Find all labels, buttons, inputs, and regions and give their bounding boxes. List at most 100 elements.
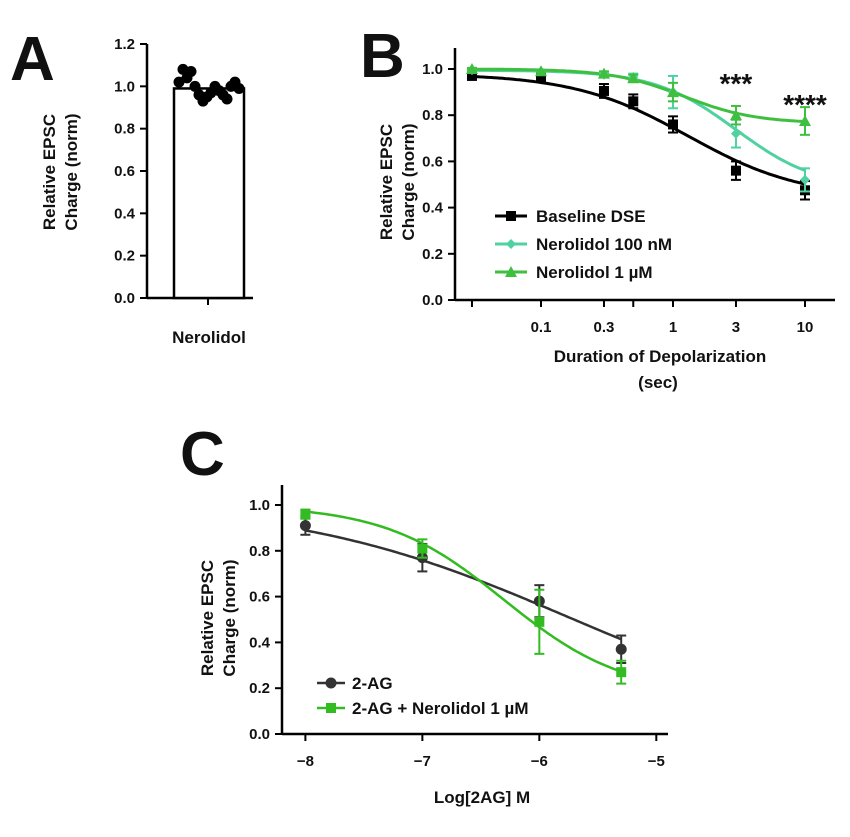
panel-b-data-point <box>730 165 741 176</box>
panel-b-significance: ******* <box>720 68 827 120</box>
panel-b-y-tick-label: 0.2 <box>422 246 443 263</box>
panel-c-y-tick-label: 0.4 <box>249 634 271 651</box>
panel-b-letter: B <box>360 22 405 91</box>
panel-c-y-tick-label: 0.2 <box>249 680 270 697</box>
panel-a-data-point <box>221 93 233 105</box>
panel-b-xlabel-line1: Duration of Depolarization <box>554 347 767 366</box>
panel-b-x-tick-label: 1 <box>669 319 677 336</box>
panel-c-y-tick-label: 1.0 <box>249 497 270 514</box>
panel-a-y-tick-label: 0.0 <box>114 290 135 307</box>
panel-c-xlabel: Log[2AG] M <box>434 788 530 807</box>
panel-c-y-tick-label: 0.0 <box>249 726 270 743</box>
panel-b-curves <box>471 67 806 186</box>
panel-a-y-tick-label: 0.8 <box>114 121 135 138</box>
panel-b-data-point <box>668 119 678 130</box>
panel-c-legend: 2-AG 2-AG + Nerolidol 1 µM <box>317 674 529 718</box>
panel-c-x-tick-label: −5 <box>648 753 665 770</box>
panel-b-data-point <box>465 63 478 74</box>
panel-b-legend-label: Nerolidol 1 µM <box>536 263 653 282</box>
panel-b-x-tick-label: 3 <box>732 319 740 336</box>
panel-c-x-tick-label: −7 <box>414 753 431 770</box>
panel-a-bar <box>172 87 246 300</box>
panel-a-y-tick-label: 0.6 <box>114 163 135 180</box>
panel-b-data-point <box>730 128 741 139</box>
panel-a-y-tick-label: 0.2 <box>114 248 135 265</box>
panel-b-fit-curve-1 <box>471 68 806 172</box>
panel-c-ylabel-line2: Charge (norm) <box>220 559 239 676</box>
panel-c-letter: C <box>180 420 225 489</box>
panel-c-fit-curve-1 <box>305 510 622 673</box>
panel-b-data-point <box>598 85 609 96</box>
panel-a-letter: A <box>10 25 55 94</box>
panel-b-data-point <box>799 114 811 126</box>
panel-b-data-point <box>628 96 639 107</box>
panel-b-data-point <box>535 65 547 77</box>
panel-c-legend-label: 2-AG + Nerolidol 1 µM <box>352 699 529 718</box>
panel-a-data-point <box>185 66 197 78</box>
panel-c-data-point <box>300 509 311 520</box>
panel-c-legend-marker <box>326 703 336 713</box>
panel-a-y-tick-label: 0.4 <box>114 205 136 222</box>
panel-c-data-point <box>417 543 428 554</box>
panel-a-y-tick-label: 1.2 <box>114 36 135 53</box>
panel-a-data-point <box>189 80 201 92</box>
panel-b-data-point <box>627 72 640 84</box>
panel-b-y-tick-label: 0.4 <box>422 200 444 217</box>
panel-c-data-point <box>616 667 627 678</box>
panel-b-legend-marker <box>506 239 516 249</box>
panel-a-bars <box>172 87 246 300</box>
panel-c-fit-curve-0 <box>305 529 622 641</box>
panel-a-ylabel-line1: Relative EPSC <box>40 114 59 230</box>
panel-c-legend-label: 2-AG <box>352 674 393 693</box>
panel-a-y-ticks: 0.0 0.2 0.4 0.6 0.8 1.0 1.2 <box>114 36 253 307</box>
panel-b-xlabel-line2: (sec) <box>638 373 678 392</box>
panel-b-y-tick-label: 1.0 <box>422 61 443 78</box>
panel-c-data-point <box>534 616 545 627</box>
panel-a-chart: A Relative EPSC Charge (norm) 0.00.20.40… <box>10 25 253 347</box>
panel-b-y-tick-label: 0.6 <box>422 153 443 170</box>
panel-b-points <box>465 63 811 201</box>
panel-a-ylabel-line2: Charge (norm) <box>62 113 81 230</box>
panel-c-data-point <box>615 643 627 655</box>
panel-b-legend: Baseline DSE Nerolidol 100 nM Nerolidol 1 … <box>495 207 672 282</box>
panel-b-significance-stars: *** <box>720 68 753 99</box>
panel-c-axes: 0.0 0.2 0.4 0.6 0.8 1.0 −8 −7 −6 −5 <box>249 485 668 770</box>
panel-b-legend-marker <box>506 211 516 221</box>
panel-c-points <box>299 508 627 685</box>
panel-b-significance-stars: **** <box>783 89 827 120</box>
panel-a-data-point <box>233 82 245 94</box>
panel-b-x-tick-label: 0.3 <box>594 319 615 336</box>
panel-c-y-tick-label: 0.8 <box>249 543 270 560</box>
panel-c-chart: C Relative EPSC Charge (norm) Log[2AG] M… <box>180 420 668 807</box>
panel-b-data-point <box>729 109 742 121</box>
panel-b-data-point <box>597 67 610 79</box>
panel-c-x-tick-label: −6 <box>531 753 548 770</box>
panel-a-y-tick-label: 1.0 <box>114 78 135 95</box>
panel-b-y-tick-label: 0.8 <box>422 107 443 124</box>
panel-c-legend-marker <box>325 677 337 689</box>
panel-c-ylabel-line1: Relative EPSC <box>198 560 217 676</box>
panel-c-x-tick-label: −8 <box>297 753 314 770</box>
panel-a-points <box>173 63 245 107</box>
panel-b-legend-marker <box>505 266 517 277</box>
panel-b-data-point <box>536 72 546 83</box>
panel-a-x-labels: Nerolidol <box>172 328 246 347</box>
panel-b-data-point <box>800 174 810 185</box>
panel-c-curves <box>305 510 622 673</box>
panel-b-chart: B Relative EPSC Charge (norm) Duration o… <box>360 22 835 392</box>
panel-b-data-point <box>466 70 477 81</box>
panel-b-x-tick-label: 0.1 <box>531 319 552 336</box>
panel-c-y-tick-label: 0.6 <box>249 589 270 606</box>
panel-b-legend-label: Baseline DSE <box>536 207 646 226</box>
panel-b-fit-curve-2 <box>471 67 806 123</box>
panel-b-x-tick-label: 10 <box>797 319 814 336</box>
panel-b-y-tick-label: 0.0 <box>422 292 443 309</box>
panel-b-data-point <box>667 86 679 98</box>
panel-c-data-point <box>299 520 311 532</box>
panel-b-axes: 0.0 0.2 0.4 0.6 0.8 1.0 0.1 0.3 1 3 10 <box>422 48 835 336</box>
panel-b-fit-curve-0 <box>471 74 806 186</box>
panel-b-ylabel-line1: Relative EPSC <box>377 124 396 240</box>
panel-b-legend-label: Nerolidol 100 nM <box>536 235 672 254</box>
panel-b-ylabel-line2: Charge (norm) <box>399 123 418 240</box>
